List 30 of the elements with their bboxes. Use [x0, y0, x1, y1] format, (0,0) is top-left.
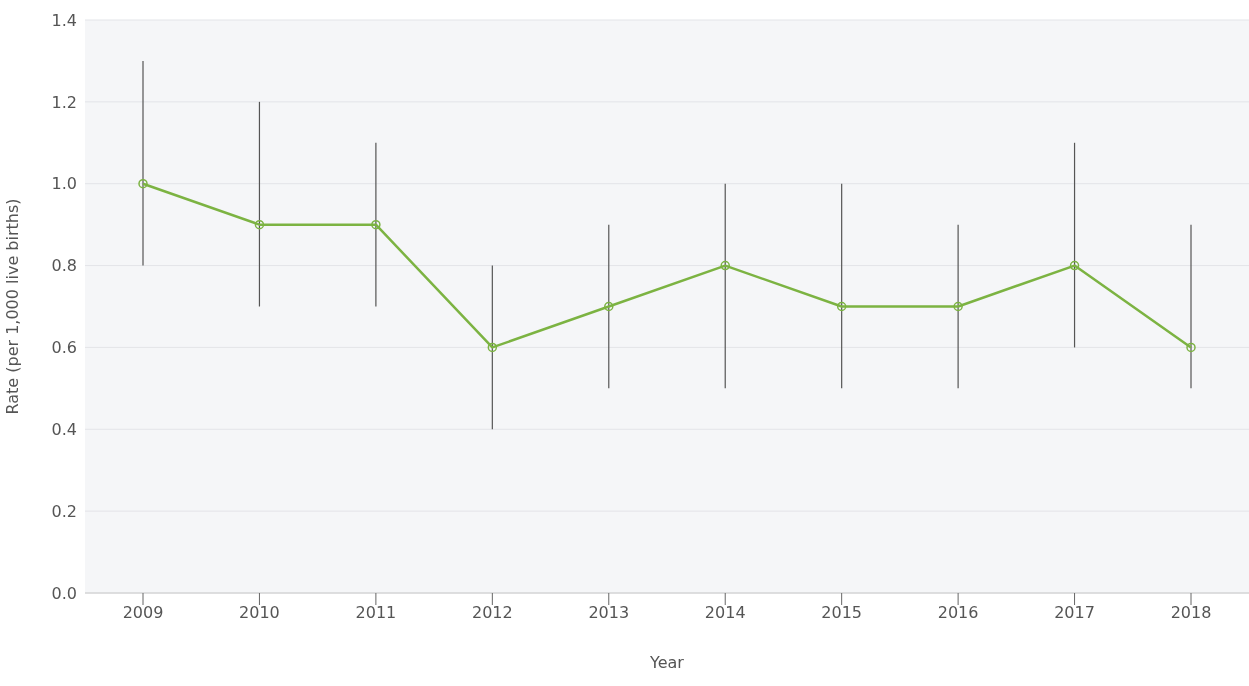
x-tick-label: 2015 [821, 603, 863, 623]
point [720, 260, 730, 271]
point [138, 178, 148, 189]
point [836, 301, 847, 312]
y-tick-label: 0.0 [51, 583, 77, 603]
point [1069, 260, 1080, 271]
point [487, 342, 498, 353]
y-tick-label: 0.8 [51, 256, 77, 276]
x-tick-label: 2014 [704, 603, 746, 623]
point [1186, 342, 1196, 353]
y-tick-label: 1.0 [51, 174, 77, 194]
y-tick-label: 0.6 [51, 338, 77, 358]
y-tick-label: 1.4 [51, 10, 77, 30]
x-tick-label: 2018 [1170, 603, 1212, 623]
y-tick-label: 0.4 [51, 419, 77, 439]
x-tick-label: 2012 [471, 603, 513, 623]
x-tick-label: 2009 [122, 603, 164, 623]
x-tick-label: 2017 [1054, 603, 1095, 623]
y-tick-label: 1.2 [51, 92, 77, 112]
point [604, 301, 614, 312]
y-axis-title: Rate (per 1,000 live births) [2, 198, 22, 415]
x-tick-label: 2011 [355, 603, 397, 623]
x-tick-label: 2013 [588, 603, 630, 623]
y-tick-label: 0.2 [51, 501, 77, 521]
point [371, 219, 381, 230]
x-axis-title: Year [649, 653, 685, 672]
x-tick-label: 2016 [937, 603, 979, 623]
point [254, 219, 265, 230]
x-tick-label: 2010 [239, 603, 280, 623]
point [953, 301, 963, 312]
